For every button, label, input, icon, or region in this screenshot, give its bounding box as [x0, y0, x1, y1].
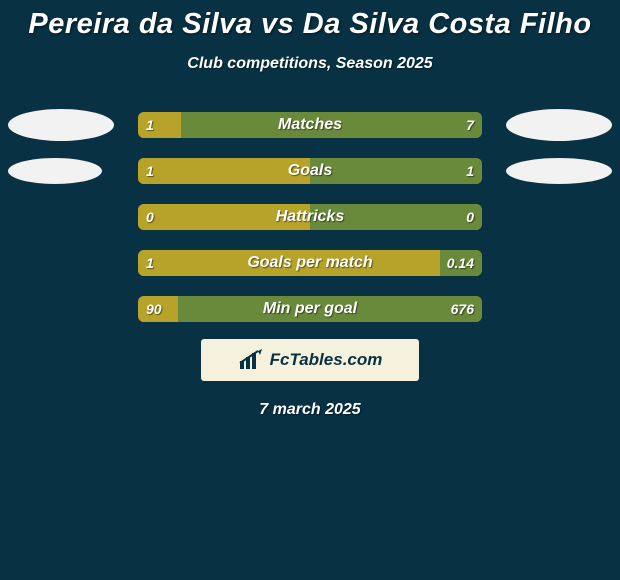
player-photo-right [506, 109, 612, 141]
subtitle: Club competitions, Season 2025 [0, 55, 620, 73]
player-photo-right [506, 158, 612, 184]
stat-bar-left [138, 250, 440, 276]
stat-bar-left [138, 112, 181, 138]
stat-bar-right [178, 296, 482, 322]
stat-bar-left [138, 158, 310, 184]
stat-bar-left [138, 204, 310, 230]
page-title: Pereira da Silva vs Da Silva Costa Filho [0, 0, 620, 41]
stat-bar-track: 0 Hattricks 0 [138, 204, 482, 230]
stat-bar-track: 1 Goals per match 0.14 [138, 250, 482, 276]
stat-bar-right [310, 158, 482, 184]
chart-icon-arrow [258, 349, 262, 355]
stat-bar-track: 1 Matches 7 [138, 112, 482, 138]
stat-bar-left [138, 296, 178, 322]
stat-bar-right [181, 112, 482, 138]
stat-bar-track: 1 Goals 1 [138, 158, 482, 184]
watermark: FcTables.com [201, 339, 419, 381]
stat-bar-right [310, 204, 482, 230]
player-photo-left [8, 109, 114, 141]
comparison-card: Pereira da Silva vs Da Silva Costa Filho… [0, 0, 620, 580]
stat-row: 1 Goals 1 [0, 155, 620, 187]
stats-area: 1 Matches 7 1 Goals 1 0 Hattricks [0, 109, 620, 325]
stat-row: 0 Hattricks 0 [0, 201, 620, 233]
date-line: 7 march 2025 [0, 401, 620, 419]
stat-row: 90 Min per goal 676 [0, 293, 620, 325]
stat-row: 1 Matches 7 [0, 109, 620, 141]
player-photo-left [8, 158, 102, 184]
stat-bar-right [440, 250, 482, 276]
stat-row: 1 Goals per match 0.14 [0, 247, 620, 279]
stat-bar-track: 90 Min per goal 676 [138, 296, 482, 322]
watermark-text: FcTables.com [270, 350, 383, 370]
chart-icon [238, 349, 264, 371]
